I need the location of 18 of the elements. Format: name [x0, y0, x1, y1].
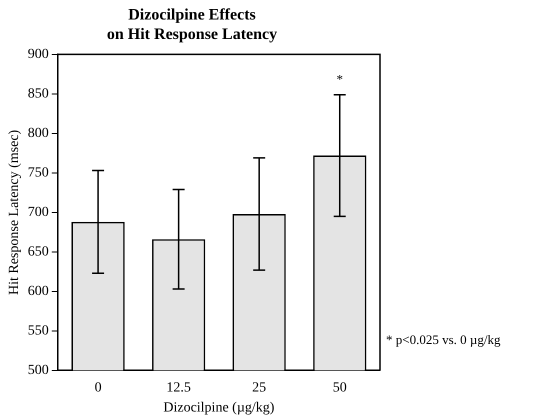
y-tick-label: 500	[28, 363, 49, 378]
y-tick-label: 750	[28, 166, 49, 181]
x-tick-label: 0	[94, 380, 102, 396]
x-tick-label: 25	[252, 380, 266, 396]
annotation: *	[336, 72, 343, 87]
y-axis-title: Hit Response Latency (msec)	[7, 129, 22, 296]
y-tick-label: 800	[28, 126, 49, 142]
y-tick-label: 600	[28, 284, 49, 300]
x-axis-title: Dizocilpine (µg/kg)	[163, 400, 275, 416]
chart-title: Dizocilpine Effects on Hit Response Latency	[106, 6, 278, 43]
y-tick-label: 850	[28, 86, 49, 102]
y-tick-label: 900	[28, 47, 49, 62]
text: * p<0.025 vs. 0 µg/kg	[386, 332, 501, 347]
y-tick-label: 550	[28, 324, 49, 339]
x-tick-label: 50	[332, 380, 347, 396]
x-tick-label: 12.5	[166, 380, 191, 396]
y-tick-label: 650	[28, 244, 49, 260]
y-tick-label: 700	[28, 205, 49, 220]
